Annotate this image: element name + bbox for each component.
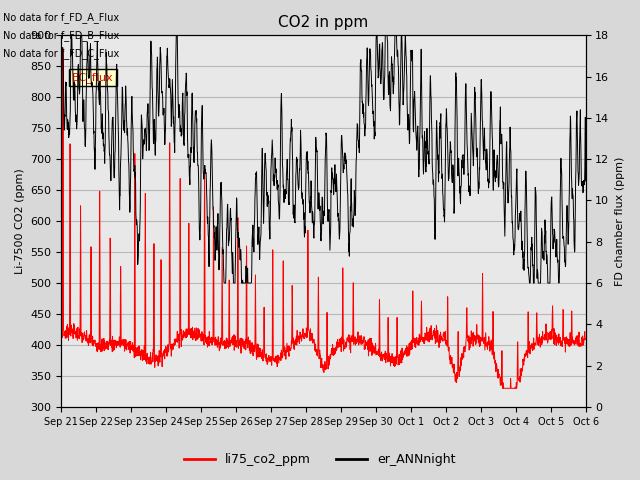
Y-axis label: Li-7500 CO2 (ppm): Li-7500 CO2 (ppm) (15, 168, 25, 274)
Text: No data for f_FD_B_Flux: No data for f_FD_B_Flux (3, 30, 120, 41)
Y-axis label: FD chamber flux (ppm): FD chamber flux (ppm) (615, 156, 625, 286)
Title: CO2 in ppm: CO2 in ppm (278, 15, 369, 30)
Legend: li75_co2_ppm, er_ANNnight: li75_co2_ppm, er_ANNnight (179, 448, 461, 471)
Text: No data for f_FD_A_Flux: No data for f_FD_A_Flux (3, 12, 119, 23)
Text: No data for f_FD_C_Flux: No data for f_FD_C_Flux (3, 48, 120, 60)
Text: BC_flux: BC_flux (72, 72, 113, 83)
